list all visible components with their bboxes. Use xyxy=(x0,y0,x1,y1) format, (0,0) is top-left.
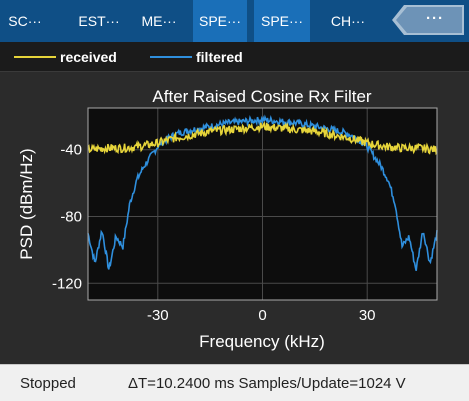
more-tabs-button[interactable]: ··· xyxy=(392,5,464,35)
x-tick-label: 0 xyxy=(258,307,266,324)
more-tabs-label: ··· xyxy=(426,10,444,27)
y-tick-labels: -40 -80 -120 xyxy=(52,142,82,293)
status-bar: Stopped ΔT=10.2400 ms Samples/Update=102… xyxy=(0,364,469,401)
status-info-text: ΔT=10.2400 ms Samples/Update=1024 V xyxy=(128,375,406,392)
trace-received xyxy=(87,120,438,156)
chart-title: After Raised Cosine Rx Filter xyxy=(152,87,372,106)
spectrum-plot: After Raised Cosine Rx Filter -30 0 30 -40… xyxy=(0,72,469,364)
x-tick-label: -30 xyxy=(147,307,169,324)
tab-estimator[interactable]: EST··· xyxy=(78,13,120,29)
tab-measurements[interactable]: ME··· xyxy=(141,13,177,29)
legend-label-filtered: filtered xyxy=(196,49,243,65)
legend-label-received: received xyxy=(60,49,117,65)
more-tabs-arrow-shape xyxy=(392,5,464,35)
y-tick-label: -40 xyxy=(60,142,82,159)
y-axis-label: PSD (dBm/Hz) xyxy=(17,148,36,259)
tab-scope[interactable]: SC··· xyxy=(8,13,42,29)
plot-legend: received filtered xyxy=(0,42,469,72)
legend-swatch-filtered xyxy=(150,56,192,58)
x-axis-label: Frequency (kHz) xyxy=(199,332,325,351)
tab-spectrum-2[interactable]: SPE··· xyxy=(254,0,310,42)
legend-swatch-received xyxy=(14,56,56,58)
run-state-label: Stopped xyxy=(20,375,76,392)
axes-frame xyxy=(87,107,438,301)
y-tick-label: -120 xyxy=(52,275,82,292)
tab-spectrum-1[interactable]: SPE··· xyxy=(193,0,247,42)
x-tick-label: 30 xyxy=(359,307,376,324)
scope-tab-bar: SC··· EST··· ME··· SPE··· SPE··· CH··· ·… xyxy=(0,0,469,42)
x-tick-labels: -30 0 30 xyxy=(147,307,376,324)
trace-filtered xyxy=(87,114,438,271)
tab-channel[interactable]: CH··· xyxy=(330,13,366,29)
spectrum-chart[interactable]: After Raised Cosine Rx Filter -30 0 30 -40… xyxy=(0,72,469,364)
spectrum-traces xyxy=(87,114,438,271)
y-tick-label: -80 xyxy=(60,209,82,226)
